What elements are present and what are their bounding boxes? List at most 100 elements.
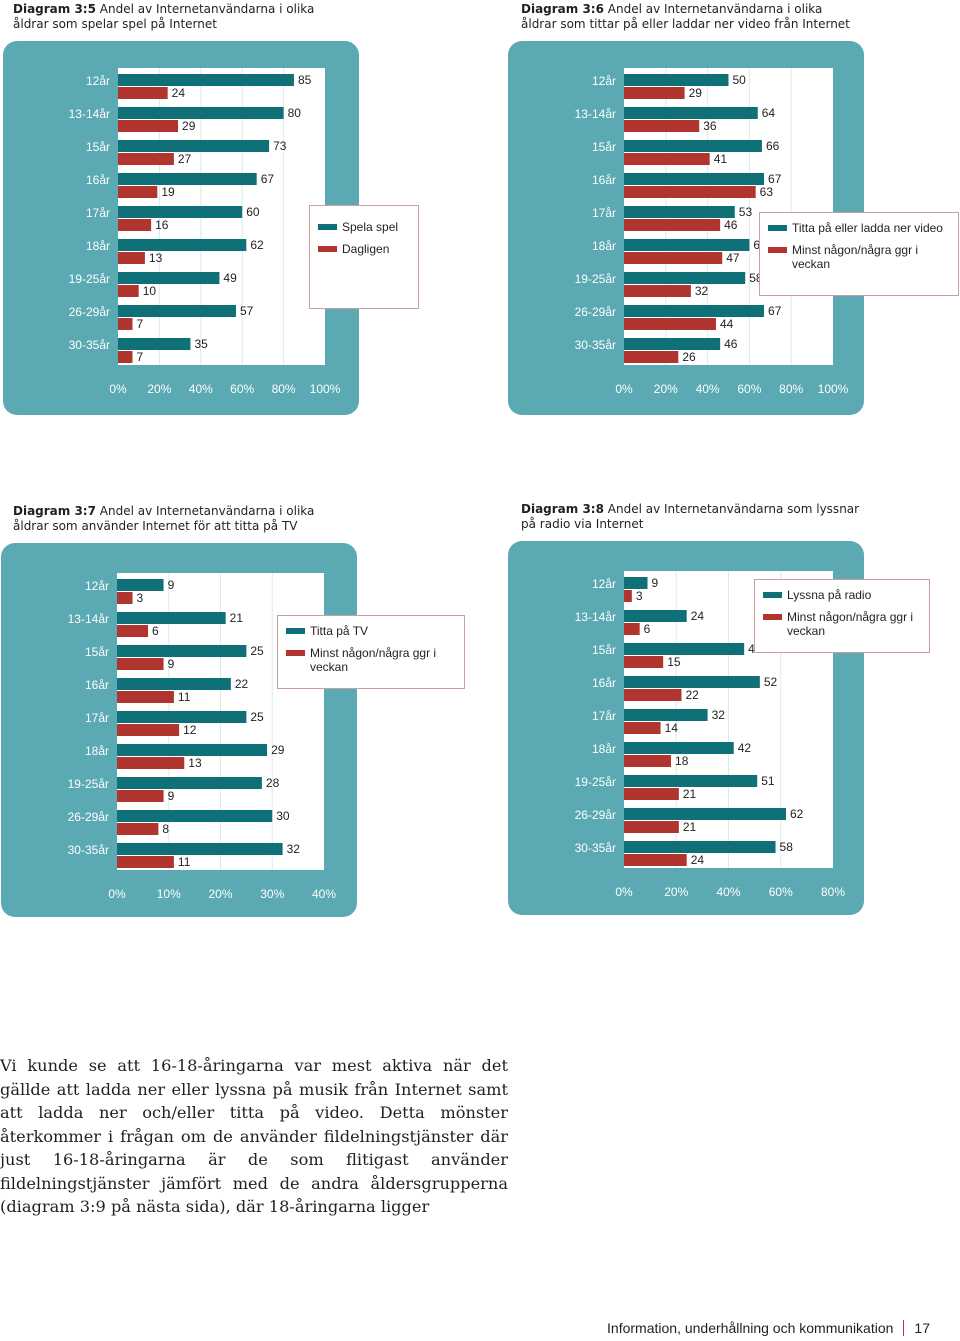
chart-3-7-legend: Titta på TV Minst någon/några ggr i veck… [277,615,465,689]
legend-swatch-red [768,247,787,253]
bar-series-1 [118,338,191,350]
data-label: 7 [136,317,143,331]
data-label: 26 [682,350,696,364]
legend-label: Dagligen [342,242,390,256]
bar-series-2 [624,285,691,297]
bar-series-2 [624,153,710,165]
bar-series-2 [624,219,721,231]
data-label: 6 [152,624,159,638]
chart-3-6-panel: 12år 50 29 13-14år 64 36 15år 66 41 16år 67 63 17år 5… [508,41,959,415]
legend-swatch-red [763,614,782,620]
category-label: 13-14år [69,107,110,121]
bar-series-2 [624,120,700,132]
data-label: 12 [183,723,197,737]
legend-item-series-2: Dagligen [318,242,410,256]
legend-swatch-red [318,246,337,252]
data-label: 22 [685,688,699,702]
bar-series-2 [117,790,164,802]
data-label: 62 [250,238,264,252]
data-label: 30 [276,809,290,823]
data-label: 67 [768,304,782,318]
bar-series-1 [624,173,765,185]
bar-series-1 [118,173,257,185]
bar-series-1 [624,305,765,317]
bar-series-1 [118,206,243,218]
data-label: 62 [790,807,804,821]
page-number: 17 [914,1320,930,1336]
category-label: 18år [85,744,109,758]
bar-series-1 [117,711,247,723]
bar-series-1 [624,808,786,820]
x-tick-label: 100% [818,382,849,396]
category-label: 19-25år [69,272,110,286]
bar-series-2 [118,351,133,363]
chart-3-5-svg: 12år 85 24 13-14år 80 29 15år 73 27 16år 67 19 17år 6… [69,68,341,396]
data-label: 22 [235,677,249,691]
data-label: 10 [143,284,157,298]
category-label: 12år [85,579,109,593]
bar-series-1 [118,305,236,317]
category-label: 13-14år [68,612,109,626]
bar-series-2 [624,821,679,833]
bar-series-1 [624,272,746,284]
x-tick-label: 0% [108,887,126,901]
category-label: 15år [592,140,616,154]
x-tick-label: 60% [230,382,254,396]
bar-series-1 [624,577,648,589]
data-label: 51 [761,774,775,788]
category-label: 30-35år [575,338,616,352]
data-label: 29 [271,743,285,757]
category-label: 15år [592,643,616,657]
chart-3-7-title: Diagram 3:7 Andel av Internetanvändarna … [13,504,353,534]
bar-series-1 [118,272,220,284]
data-label: 67 [768,172,782,186]
data-label: 21 [683,820,697,834]
data-label: 25 [250,710,264,724]
bar-series-1 [624,643,745,655]
chart-3-7-title-bold: Diagram 3:7 [13,504,96,518]
data-label: 58 [780,840,794,854]
data-label: 3 [636,589,643,603]
chart-3-8-panel: 12år9313-14år24615år461516år522217år3214… [508,541,930,915]
category-label: 18år [86,239,110,253]
data-label: 46 [724,337,738,351]
x-tick-label: 80% [272,382,296,396]
chart-3-7-svg: 12år 9 3 13-14år 21 6 15år 25 9 16år 22 11 17år 25 12 1… [68,573,336,901]
bar-series-2 [624,722,661,734]
data-label: 29 [182,119,196,133]
chart-3-5-title: Diagram 3:5 Andel av Internetanvändarna … [13,2,353,32]
category-label: 16år [592,173,616,187]
legend-item-series-1: Spela spel [318,220,410,234]
data-label: 24 [691,609,705,623]
category-label: 15år [85,645,109,659]
bar-series-1 [624,74,729,86]
bar-series-1 [117,579,164,591]
bar-series-2 [624,854,687,866]
chart-3-6-title-bold: Diagram 3:6 [521,2,604,16]
bar-series-1 [117,810,273,822]
category-label: 30-35år [69,338,110,352]
category-label: 19-25år [68,777,109,791]
x-tick-label: 80% [821,885,845,899]
bar-series-2 [118,252,145,264]
bar-series-2 [624,590,632,602]
category-label: 16år [86,173,110,187]
bar-series-1 [624,841,776,853]
bar-series-1 [624,742,734,754]
category-label: 19-25år [575,272,616,286]
data-label: 36 [703,119,717,133]
data-label: 28 [266,776,280,790]
category-label: 30-35år [68,843,109,857]
legend-swatch-red [286,650,305,656]
chart-3-8-title-rest: Andel av Internetanvändarna som lyssnar … [521,502,860,531]
data-label: 73 [273,139,287,153]
legend-item-series-2: Minst någon/några ggr i veckan [763,610,921,638]
x-tick-label: 100% [310,382,341,396]
chart-3-8-title: Diagram 3:8 Andel av Internetanvändarna … [521,502,861,532]
legend-item-series-1: Titta på TV [286,624,456,638]
bar-series-2 [117,625,149,637]
legend-item-series-2: Minst någon/några ggr i veckan [768,243,950,271]
category-label: 26-29år [575,808,616,822]
data-label: 64 [762,106,776,120]
data-label: 14 [665,721,679,735]
